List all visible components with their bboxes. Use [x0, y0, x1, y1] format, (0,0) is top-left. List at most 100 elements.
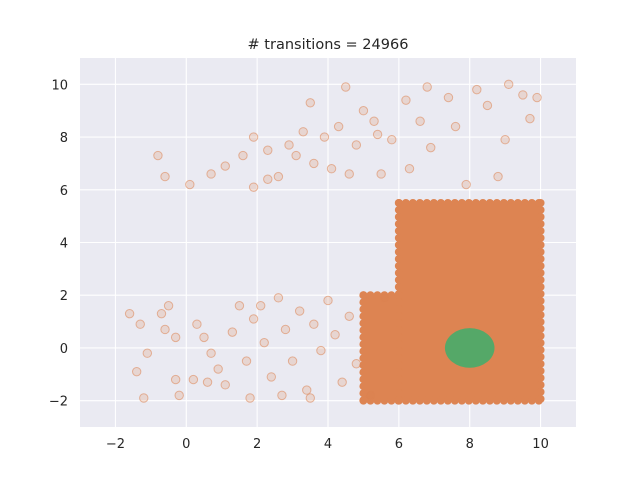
data-point [277, 390, 287, 401]
dense-edge-point [506, 198, 515, 207]
green-cluster [444, 328, 495, 368]
data-point [263, 174, 273, 184]
dense-edge-point [536, 317, 545, 326]
dense-edge-point [394, 354, 403, 363]
dense-edge-point [499, 198, 508, 207]
data-point [273, 171, 284, 182]
dense-edge-point [394, 340, 403, 349]
x-tick-label: 4 [324, 437, 332, 452]
dense-edge-point [394, 212, 403, 221]
data-point [379, 293, 390, 303]
dense-edge-point [359, 396, 368, 405]
dense-edge-point [506, 396, 515, 405]
x-tick-label: 2 [253, 437, 261, 452]
dense-edge-point [527, 198, 536, 207]
dense-edge-point [394, 247, 403, 256]
dense-edge-point [536, 296, 545, 305]
dense-edge-point [394, 233, 403, 242]
dense-edge-point [536, 324, 545, 333]
dense-edge-point [394, 205, 403, 214]
dense-edge-point [536, 254, 545, 263]
dense-edge-point [394, 305, 403, 314]
y-tick-label: 4 [60, 237, 68, 252]
y-tick-label: 8 [60, 131, 68, 146]
dense-region [398, 202, 541, 401]
data-point [206, 169, 216, 179]
data-point [248, 314, 259, 324]
orange-points [124, 79, 542, 403]
y-tick-labels: −2 0 2 4 6 8 10 [49, 78, 68, 409]
dense-edge-point [536, 212, 545, 221]
data-point [404, 164, 415, 174]
data-point [472, 84, 482, 95]
data-point [160, 324, 170, 335]
dense-edge-point [536, 373, 545, 382]
data-point [319, 132, 330, 142]
dense-edge-point [387, 396, 396, 405]
dense-edge-point [394, 333, 403, 342]
dense-edge-point [536, 366, 545, 375]
x-tick-labels: −2 0 2 4 6 8 10 [106, 437, 549, 452]
data-point [302, 385, 312, 395]
data-point [153, 150, 163, 161]
dense-edge-point [394, 389, 403, 398]
data-point [344, 169, 354, 179]
dense-edge-point [485, 198, 494, 207]
dense-edge-point [380, 396, 389, 405]
dense-edge-point [536, 233, 545, 242]
data-point [156, 308, 167, 319]
dense-edge-point [429, 198, 438, 207]
data-point [482, 100, 493, 111]
data-point [525, 113, 535, 124]
dense-edge-point [429, 396, 438, 405]
data-point [326, 164, 337, 174]
data-point [160, 171, 170, 182]
dense-edge-point [359, 389, 368, 398]
data-point [170, 374, 181, 385]
dense-edge-point [394, 347, 403, 356]
dense-edge-point [394, 268, 403, 277]
dense-edge-point [394, 291, 403, 300]
data-point [493, 171, 503, 182]
dense-edge-point [422, 396, 431, 405]
dense-edge-point [520, 198, 529, 207]
data-point [372, 129, 383, 140]
dense-edge-point [394, 319, 403, 328]
data-point [259, 337, 269, 348]
data-point [305, 393, 315, 403]
dense-edge-point [366, 291, 375, 300]
dense-edge-point [373, 291, 382, 300]
dense-edge-point [359, 319, 368, 328]
dense-edge-point [464, 396, 473, 405]
dense-edge-point [415, 396, 424, 405]
y-tick-label: 2 [60, 289, 68, 304]
dense-edge-point [394, 240, 403, 249]
data-point [202, 377, 213, 387]
dense-edge-point [394, 368, 403, 377]
dense-edge-point [457, 396, 466, 405]
data-point [139, 393, 149, 403]
data-point [500, 135, 510, 145]
dense-edge-point [443, 396, 452, 405]
dense-edge-point [359, 326, 368, 335]
data-point [263, 145, 273, 155]
data-point [291, 150, 301, 161]
dense-edge-point [536, 275, 545, 284]
y-tick-label: 6 [60, 184, 68, 199]
dense-edge-point [513, 198, 522, 207]
y-tick-label: −2 [49, 395, 68, 410]
data-point [518, 90, 528, 100]
dense-edge-point [408, 198, 417, 207]
dense-edge-point [394, 254, 403, 263]
dense-edge-point [422, 198, 431, 207]
dense-edge-point [359, 382, 368, 391]
dense-edge-point [536, 261, 545, 270]
dense-edge-point [450, 198, 459, 207]
dense-edge-point [536, 282, 545, 291]
dense-edge-point [536, 268, 545, 277]
dense-edge-point [499, 396, 508, 405]
dense-edge-point [443, 198, 452, 207]
data-point [351, 359, 362, 369]
data-point [309, 319, 319, 329]
dense-edge-point [536, 289, 545, 298]
